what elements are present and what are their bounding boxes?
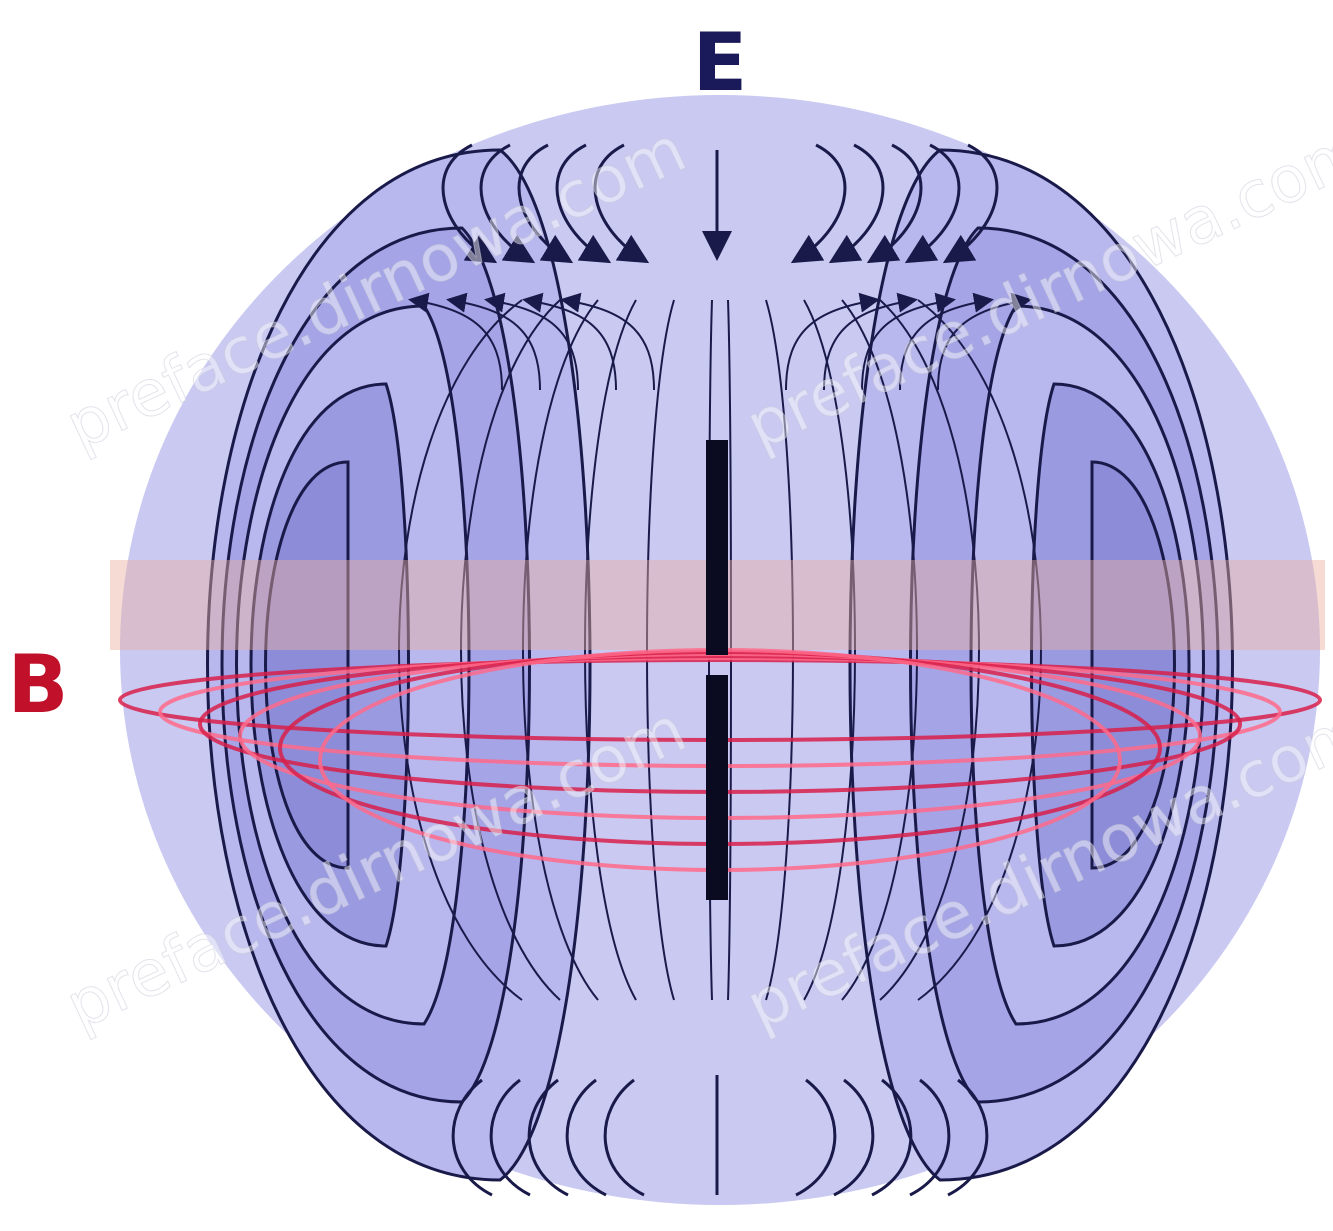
antenna-top xyxy=(706,440,728,655)
field-arrow-up xyxy=(446,292,541,391)
field-arc-bottom xyxy=(565,1078,607,1197)
field-arrow-top xyxy=(441,143,498,264)
field-line xyxy=(917,299,1042,1001)
field-arc-bottom xyxy=(527,1078,569,1197)
lobes xyxy=(206,148,1234,1182)
field-line xyxy=(460,299,561,1001)
field-arrow-top xyxy=(593,143,650,264)
field-line xyxy=(803,299,856,1001)
field-arrow-up xyxy=(522,292,617,391)
field-arrow-top xyxy=(517,143,574,264)
field-arrow-up xyxy=(937,292,1032,391)
field-arrow-top xyxy=(479,143,536,264)
field-arc-bottom xyxy=(871,1078,913,1197)
field-arrow-top xyxy=(866,143,923,264)
field-arrow-up xyxy=(861,292,956,391)
field-arrow-up xyxy=(823,292,918,391)
field-line xyxy=(398,299,523,1001)
field-arrow-top xyxy=(942,143,999,264)
field-arc-bottom xyxy=(909,1078,951,1197)
field-arrow-up xyxy=(560,292,655,391)
field-arrow-up xyxy=(484,292,579,391)
field-arc-bottom xyxy=(451,1078,493,1197)
antenna-bottom xyxy=(706,675,728,900)
field-line xyxy=(841,299,918,1001)
field-line xyxy=(879,299,980,1001)
field-arc-bottom xyxy=(795,1078,837,1197)
field-line xyxy=(522,299,599,1001)
field-arc-bottom xyxy=(489,1078,531,1197)
field-arrow-up xyxy=(785,292,880,391)
field-arrow-top xyxy=(828,143,885,264)
field-arrow-top xyxy=(904,143,961,264)
field-line xyxy=(584,299,637,1001)
field-arc-bottom xyxy=(833,1078,875,1197)
field-arc-bottom xyxy=(603,1078,645,1197)
b-label: B xyxy=(8,638,69,731)
field-arrow-up xyxy=(899,292,994,391)
field-arrow-top xyxy=(790,143,847,264)
e-label: E xyxy=(693,16,748,109)
field-arrow-up xyxy=(408,292,503,391)
field-arc-bottom xyxy=(947,1078,989,1197)
field-arrow-top xyxy=(555,143,612,264)
